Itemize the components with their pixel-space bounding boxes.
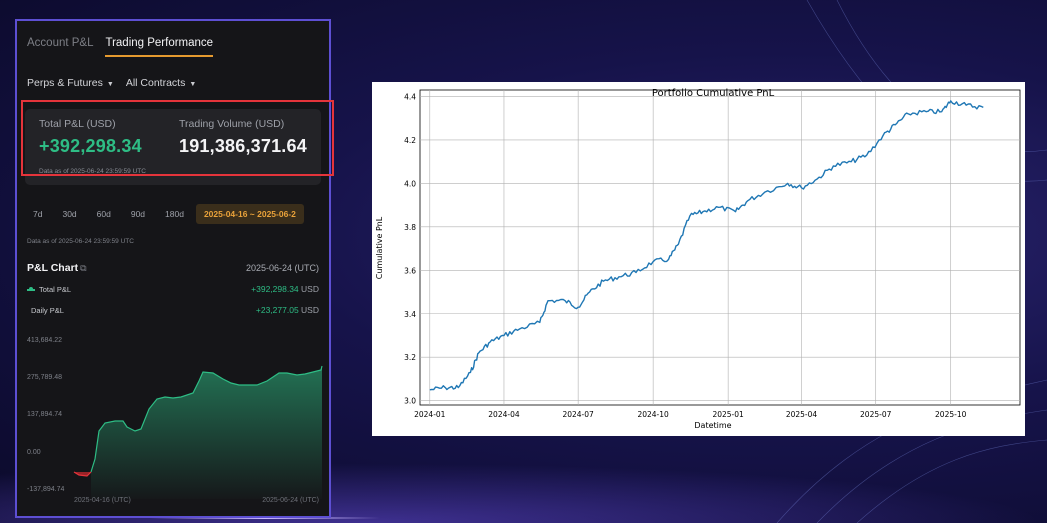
- range-60d-button[interactable]: 60d: [96, 209, 111, 219]
- mini-y-tick: 413,684.22: [27, 337, 63, 344]
- trading-volume-value: 191,386,371.64: [179, 136, 307, 156]
- x-tick-label: 2025-04: [786, 410, 818, 419]
- legend-daily-unit: USD: [301, 305, 319, 315]
- plot-frame: [419, 89, 1021, 406]
- chart-title: Portfolio Cumulative PnL: [652, 88, 775, 99]
- filter-product-label: Perps & Futures: [27, 77, 103, 89]
- tick-labels: 2024-01 2024-04 2024-07 2024-10 2025-01 2025-…: [404, 93, 967, 419]
- range-7d-button[interactable]: 7d: [33, 209, 43, 219]
- mini-x-end: 2025-06-24 (UTC): [262, 497, 319, 504]
- legend-daily-value-wrap: +23,277.05 USD: [256, 305, 319, 315]
- tab-account-pl[interactable]: Account P&L: [27, 37, 94, 49]
- legend-total-unit: USD: [301, 284, 319, 294]
- x-tick-label: 2025-10: [935, 410, 967, 419]
- grid-lines: [420, 90, 1020, 405]
- mini-x-start: 2025-04-16 (UTC): [74, 497, 131, 504]
- legend-total-value-wrap: +392,298.34 USD: [251, 284, 319, 294]
- y-tick-label: 4.0: [404, 179, 416, 188]
- summary-card: Total P&L (USD) +392,298.34 Trading Volu…: [25, 109, 321, 185]
- legend-daily-label: Daily P&L: [31, 306, 64, 315]
- trading-volume-block: Trading Volume (USD) 191,386,371.64: [179, 118, 307, 157]
- tab-trading-performance[interactable]: Trading Performance: [105, 37, 214, 57]
- line-marker-icon: [27, 287, 35, 292]
- y-tick-label: 3.8: [404, 223, 416, 232]
- y-tick-label: 3.0: [404, 397, 416, 406]
- pl-chart-title[interactable]: P&L Chart ⧉: [27, 262, 87, 274]
- x-axis-label: Datetime: [694, 421, 731, 430]
- legend-total-pl: Total P&L +392,298.34 USD: [27, 284, 319, 294]
- cumulative-pnl-chart: 2024-01 2024-04 2024-07 2024-10 2025-01 2025-…: [375, 88, 1021, 430]
- legend-total-label: Total P&L: [39, 285, 72, 294]
- highlight-box: [21, 100, 334, 176]
- y-tick-label: 3.6: [404, 266, 416, 275]
- x-tick-label: 2024-04: [488, 410, 520, 419]
- legend-daily-value: +23,277.05: [255, 305, 299, 315]
- y-tick-label: 4.2: [404, 136, 416, 145]
- range-90d-button[interactable]: 90d: [130, 209, 146, 219]
- range-30d-button[interactable]: 30d: [62, 209, 77, 219]
- mini-chart-line: [90, 365, 323, 473]
- legend-total-value: +392,298.34: [251, 284, 299, 294]
- y-tick-label: 3.2: [404, 353, 416, 362]
- filter-contracts-label: All Contracts: [125, 77, 186, 89]
- external-link-icon[interactable]: ⧉: [80, 263, 87, 273]
- x-tick-label: 2024-10: [637, 410, 669, 419]
- trading-performance-panel: Account P&L Trading Performance Perps & …: [15, 19, 331, 518]
- mini-chart-area: [91, 366, 322, 499]
- mini-y-tick: -137,894.74: [27, 486, 65, 493]
- trading-volume-label: Trading Volume (USD): [179, 118, 285, 130]
- cumulative-pnl-figure: 2024-01 2024-04 2024-07 2024-10 2025-01 2025-…: [372, 82, 1025, 436]
- y-tick-label: 3.4: [404, 310, 416, 319]
- x-tick-label: 2024-01: [414, 410, 446, 419]
- chevron-down-icon: ▼: [106, 81, 114, 88]
- range-180d-button[interactable]: 180d: [165, 209, 184, 219]
- y-tick-label: 4.4: [404, 93, 416, 102]
- legend-daily-pl: Daily P&L +23,277.05 USD: [27, 305, 319, 315]
- mini-chart-negative-area: [74, 472, 91, 476]
- filter-product-dropdown[interactable]: Perps & Futures ▼: [27, 77, 114, 89]
- mini-pl-chart[interactable]: [17, 339, 329, 499]
- pnl-series-line: [429, 100, 984, 391]
- range-custom-button[interactable]: 2025-04-16 ~ 2025-06-2: [195, 204, 304, 224]
- range-timestamp: Data as of 2025-06-24 23:59:59 UTC: [27, 238, 134, 245]
- filter-bar: Perps & Futures ▼ All Contracts ▼: [27, 77, 196, 89]
- pl-chart-date: 2025-06-24 (UTC): [245, 263, 319, 273]
- total-pl-value: +392,298.34: [39, 136, 142, 156]
- x-tick-label: 2025-07: [860, 410, 892, 419]
- mini-y-tick: 275,789.48: [27, 374, 63, 381]
- date-range-selector: 7d 30d 60d 90d 180d 2025-04-16 ~ 2025-06…: [25, 204, 304, 224]
- chevron-down-icon: ▼: [189, 81, 197, 88]
- summary-timestamp: Data as of 2025-06-24 23:59:59 UTC: [39, 168, 146, 175]
- mini-y-tick: 137,894.74: [27, 411, 63, 418]
- x-tick-label: 2024-07: [562, 410, 594, 419]
- pl-chart-title-text: P&L Chart: [27, 262, 79, 274]
- mini-y-tick: 0.00: [27, 449, 41, 456]
- y-axis-label: Cumulative PnL: [375, 216, 384, 279]
- total-pl-block: Total P&L (USD) +392,298.34: [39, 118, 142, 157]
- decorative-light-line: [150, 517, 380, 519]
- tab-bar: Account P&L Trading Performance: [27, 37, 214, 57]
- x-tick-label: 2025-01: [712, 410, 744, 419]
- total-pl-label: Total P&L (USD): [39, 118, 116, 130]
- mini-chart-negative-line: [73, 471, 92, 477]
- filter-contracts-dropdown[interactable]: All Contracts ▼: [126, 77, 196, 89]
